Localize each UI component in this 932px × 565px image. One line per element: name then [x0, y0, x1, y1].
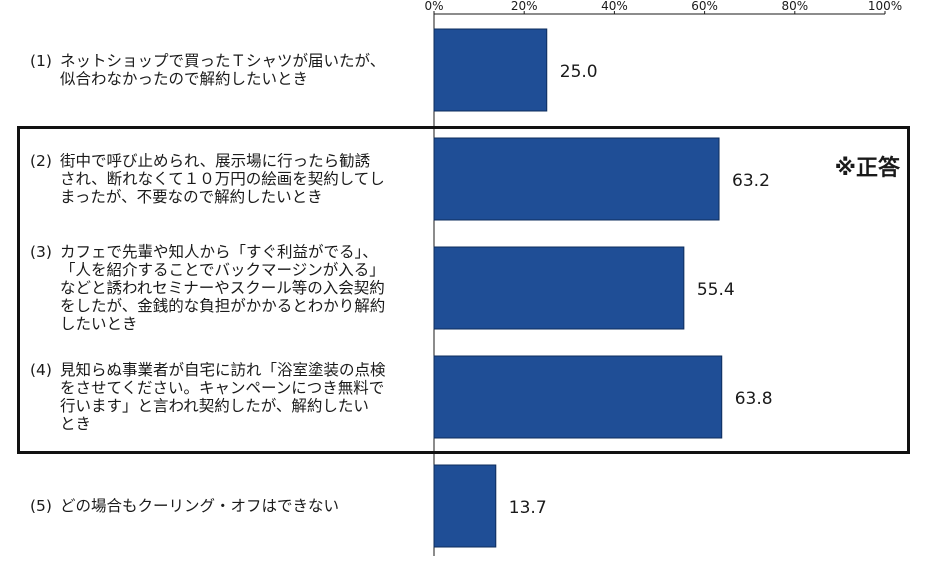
- bar: [433, 464, 497, 548]
- category-text-line: 見知らぬ事業者が自宅に訪れ「浴室塗装の点検: [60, 361, 386, 379]
- category-text-line: カフェで先輩や知人から「すぐ利益がでる」、: [60, 243, 378, 261]
- category-text-line: され、断れなくて１０万円の絵画を契約してし: [60, 170, 385, 188]
- bar: [433, 137, 720, 221]
- category-label: (3) カフェで先輩や知人から「すぐ利益がでる」、 「人を紹介することでバックマージ…: [30, 243, 430, 333]
- data-label: 63.8: [735, 389, 773, 409]
- category-label: (2) 街中で呼び止められ、展示場に行ったら勧誘 され、断れなくて１０万円の絵画を契…: [30, 152, 430, 206]
- data-label: 13.7: [509, 498, 547, 518]
- category-number: (3): [30, 243, 52, 261]
- category-text-line: をしたが、金銭的な負担がかかるとわかり解約: [60, 297, 386, 315]
- category-number: (5): [30, 497, 52, 515]
- category-text-line: したいとき: [60, 315, 138, 333]
- category-text-line: どの場合もクーリング・オフはできない: [60, 497, 340, 515]
- category-text-line: をさせてください。キャンペーンにつき無料で: [60, 379, 385, 397]
- category-number: (2): [30, 152, 52, 170]
- category-number: (4): [30, 361, 52, 379]
- category-number: (1): [30, 52, 52, 70]
- x-tick-label: 0%: [424, 0, 443, 13]
- category-label: (4) 見知らぬ事業者が自宅に訪れ「浴室塗装の点検 をさせてください。キャンペーンに…: [30, 361, 430, 433]
- category-text-line: とき: [60, 415, 92, 433]
- category-text-line: 行います」と言われ契約したが、解約したい: [60, 397, 369, 415]
- x-tick-label: 60%: [691, 0, 718, 13]
- category-label: (5) どの場合もクーリング・オフはできない: [30, 497, 430, 515]
- bar: [433, 355, 723, 439]
- category-text-line: などと誘われセミナーやスクール等の入会契約: [60, 279, 385, 297]
- bar: [433, 246, 685, 330]
- category-text-line: ネットショップで買ったＴシャツが届いたが、: [60, 52, 386, 70]
- category-text-line: 「人を紹介することでバックマージンが入る」: [60, 261, 385, 279]
- data-label: 25.0: [560, 62, 598, 82]
- category-label: (1) ネットショップで買ったＴシャツが届いたが、 似合わなかったので解約したいとき: [30, 52, 430, 88]
- data-label: 63.2: [732, 171, 770, 191]
- bar: [433, 28, 548, 112]
- correct-answer-box: [17, 126, 910, 454]
- x-tick-label: 20%: [511, 0, 538, 13]
- x-tick-label: 40%: [601, 0, 628, 13]
- correct-answer-label: ※正答: [834, 156, 900, 181]
- x-tick-label: 100%: [868, 0, 902, 13]
- x-tick-label: 80%: [781, 0, 808, 13]
- category-text-line: まったが、不要なので解約したいとき: [60, 188, 323, 206]
- data-label: 55.4: [697, 280, 735, 300]
- category-text-line: 似合わなかったので解約したいとき: [60, 70, 309, 88]
- category-text-line: 街中で呼び止められ、展示場に行ったら勧誘: [60, 152, 371, 170]
